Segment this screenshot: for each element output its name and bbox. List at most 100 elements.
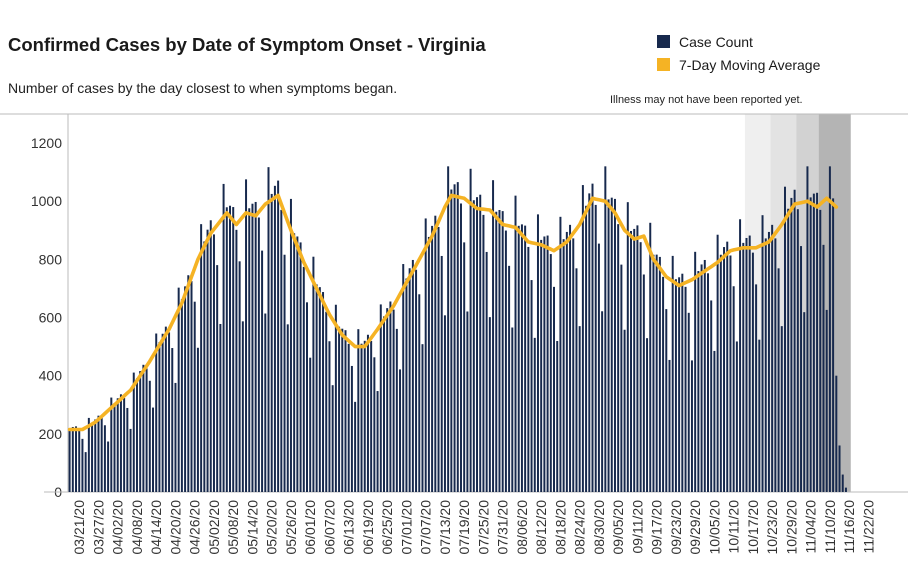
case-count-bar [485,251,488,492]
case-count-bar [742,242,745,492]
case-count-bar [569,224,572,492]
x-tick-label: 03/27/20 [90,500,106,555]
x-tick-label: 07/13/20 [437,500,453,555]
case-count-bar [431,225,434,492]
case-count-bar [155,333,158,492]
x-tick-label: 11/04/20 [803,500,819,554]
y-tick-label: 400 [39,368,63,384]
case-count-bar [229,205,231,492]
x-tick-label: 09/17/20 [649,500,665,555]
x-tick-label: 10/29/20 [783,500,799,555]
case-count-bar [408,268,411,492]
case-count-bar [832,198,835,492]
case-count-bar [610,197,613,492]
case-count-bar [331,385,334,492]
case-count-bar [613,198,616,493]
x-tick-label: 03/21/20 [71,500,87,555]
case-count-bar [556,341,559,492]
case-count-bar [735,341,738,492]
x-tick-label: 07/31/20 [495,500,511,555]
case-count-bar [350,365,353,492]
case-count-bar [418,294,421,492]
case-count-bar [94,419,97,492]
case-count-bar [293,233,296,492]
case-count-bar [511,327,514,492]
legend: Case Count 7-Day Moving Average [657,30,820,76]
case-count-bar [366,334,369,492]
case-count-bar [267,167,270,492]
case-count-bar [588,193,591,492]
legend-item-case-count: Case Count [657,30,820,53]
case-count-bar [767,231,770,492]
case-count-bar [581,185,584,492]
x-tick-label: 05/20/20 [264,500,280,555]
case-count-bar [241,321,244,492]
case-count-bar [524,225,527,493]
y-tick-label: 600 [39,310,63,326]
case-count-bar [822,244,825,492]
case-count-bar [411,259,414,492]
case-count-bar [405,278,408,492]
case-count-bar [501,211,504,492]
case-count-bar [370,340,373,492]
case-count-bar [617,224,620,493]
x-tick-label: 10/17/20 [745,500,761,555]
case-count-bar [748,235,751,492]
x-tick-label: 11/22/20 [860,500,876,554]
case-count-bar [328,341,331,492]
case-count-bar [732,286,735,492]
case-count-bar [517,225,520,492]
x-tick-label: 04/02/20 [110,500,126,555]
case-count-bar [565,231,568,492]
case-count-bar [168,332,171,492]
case-count-bar [203,241,206,492]
case-count-bar [838,445,841,492]
case-count-bar [75,426,78,492]
x-tick-label: 07/01/20 [398,500,414,555]
case-count-bar [793,189,796,492]
case-count-bar [440,255,443,492]
case-count-bar [373,357,376,492]
case-count-bar [119,394,122,492]
case-count-bar [646,338,649,492]
case-count-bar [196,347,199,492]
case-count-bar [261,250,264,492]
case-count-bar [488,317,491,492]
case-count-bar [427,236,430,492]
case-count-bar [803,312,806,492]
case-count-bar [796,209,799,493]
case-count-bar [187,275,190,492]
case-count-bar [828,166,831,493]
case-count-bar [787,208,790,492]
case-count-bar [495,211,498,492]
case-count-bar [389,301,392,492]
x-tick-label: 06/07/20 [321,500,337,555]
case-count-bar [707,273,709,492]
x-tick-label: 04/14/20 [148,500,164,555]
case-count-bar [219,323,222,492]
case-count-bar [254,201,257,492]
legend-item-moving-average: 7-Day Moving Average [657,53,820,76]
case-count-bar [800,246,803,492]
x-tick-label: 08/30/20 [591,500,607,555]
x-tick-label: 05/08/20 [225,500,241,555]
case-count-bar [456,182,459,493]
x-tick-label: 04/26/20 [187,500,203,555]
case-count-bar [658,256,661,492]
case-count-bar [642,274,645,492]
case-count-bar [514,195,517,492]
x-tick-label: 08/18/20 [552,500,568,555]
case-count-bar [299,242,302,492]
case-count-bar [312,256,315,492]
case-count-bar [129,428,132,492]
case-count-bar [649,222,652,492]
case-count-bar [434,215,437,492]
x-tick-label: 04/08/20 [129,500,145,555]
case-count-bar [726,241,729,492]
case-count-bar [354,401,357,492]
x-tick-label: 07/07/20 [418,500,434,555]
x-tick-label: 09/05/20 [610,500,626,555]
case-count-bar [132,372,135,492]
case-count-bar [835,375,838,492]
case-count-bar [716,234,719,492]
